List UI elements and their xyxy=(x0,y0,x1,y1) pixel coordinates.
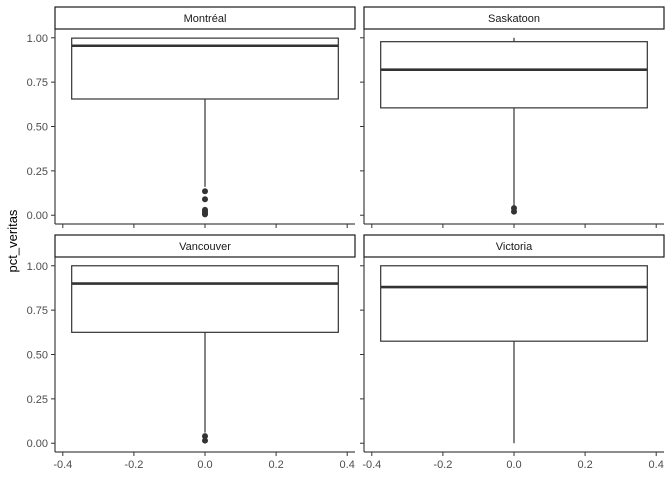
y-axis-title: pct_veritas xyxy=(5,209,20,272)
y-tick-label: 1.00 xyxy=(27,261,48,273)
facet-panels: Montréal 0.00 0.25 0.50 0.75 1.00 Saskatoon Van… xyxy=(27,6,665,471)
x-tick-label: 0.4 xyxy=(649,459,664,471)
x-tick-label: 0.0 xyxy=(506,459,521,471)
outlier-point xyxy=(202,433,208,440)
x-tick-label: 0.2 xyxy=(268,459,283,471)
x-tick-label: -0.4 xyxy=(362,459,381,471)
y-tick-label: 0.75 xyxy=(27,305,48,317)
y-tick-label: 0.50 xyxy=(27,350,48,362)
x-tick-label: -0.2 xyxy=(433,459,452,471)
y-tick-label: 0.00 xyxy=(27,210,48,222)
y-tick-label: 0.25 xyxy=(27,166,48,178)
iqr-box xyxy=(380,41,648,109)
x-tick-label: -0.4 xyxy=(53,459,72,471)
panel-vancouver: Vancouver 0.00 0.25 0.50 0.75 1.00 -0.4 -0.2 0.0… xyxy=(27,234,356,471)
outlier-point xyxy=(202,188,208,195)
y-tick-label: 0.25 xyxy=(27,394,48,406)
x-tick-label: 0.0 xyxy=(197,459,212,471)
facet-label: Victoria xyxy=(496,241,533,253)
outlier-point xyxy=(202,211,208,218)
iqr-box xyxy=(71,37,339,100)
outlier-point xyxy=(202,437,208,444)
facet-label: Montréal xyxy=(184,13,227,25)
facet-strip xyxy=(363,6,665,30)
y-tick-label: 0.50 xyxy=(27,122,48,134)
x-tick-label: -0.2 xyxy=(124,459,143,471)
y-tick-label: 0.75 xyxy=(27,77,48,89)
panel-montreal: Montréal 0.00 0.25 0.50 0.75 1.00 xyxy=(27,6,356,228)
y-tick-label: 1.00 xyxy=(27,33,48,45)
outlier-point xyxy=(511,208,517,215)
facet-strip xyxy=(54,234,356,258)
outlier-point xyxy=(202,196,208,203)
facet-label: Saskatoon xyxy=(488,13,540,25)
facet-strip xyxy=(363,234,665,258)
panel-victoria: Victoria -0.4 -0.2 0.0 0.2 0.4 xyxy=(360,234,665,471)
facet-strip xyxy=(54,6,356,30)
facet-label: Vancouver xyxy=(179,241,231,253)
x-tick-label: 0.2 xyxy=(577,459,592,471)
iqr-box xyxy=(380,265,648,342)
iqr-box xyxy=(71,265,339,333)
y-tick-label: 0.00 xyxy=(27,438,48,450)
panel-saskatoon: Saskatoon xyxy=(360,6,665,228)
x-tick-label: 0.4 xyxy=(340,459,355,471)
